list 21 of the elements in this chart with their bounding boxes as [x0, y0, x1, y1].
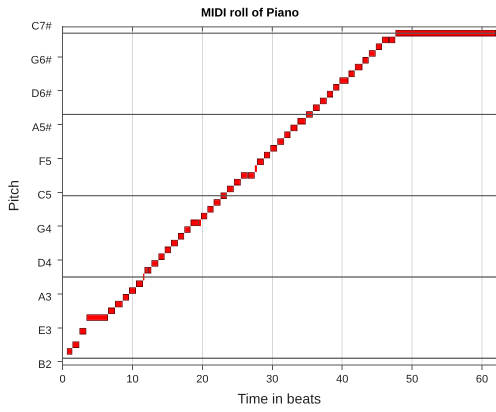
x-tick-label: 40 — [336, 374, 348, 386]
y-tick-label: E3 — [38, 325, 52, 338]
y-tick-label: A3 — [38, 291, 52, 304]
x-tick-label: 60 — [476, 374, 488, 386]
y-tick-label: F5 — [38, 156, 52, 168]
y-tick-label: B2 — [38, 359, 52, 372]
x-tick-label: 10 — [126, 374, 139, 386]
x-tick-label: 50 — [406, 374, 418, 386]
y-axis-title: Pitch — [5, 180, 22, 212]
y-tick-label: C5 — [38, 190, 52, 202]
x-axis-title: Time in beats — [238, 390, 322, 406]
chart-title: MIDI roll of Piano — [201, 6, 299, 20]
y-tick-label: D4 — [38, 257, 52, 270]
y-tick-label: G4 — [36, 224, 52, 236]
x-tick-label: 20 — [196, 374, 209, 386]
x-tick-label: 30 — [266, 374, 278, 386]
y-tick-label: C7# — [31, 20, 52, 32]
y-tick-label: D6# — [31, 88, 52, 100]
y-tick-label: G6# — [30, 54, 52, 66]
x-tick-label: 0 — [60, 374, 66, 386]
y-tick-label: A5# — [32, 122, 52, 134]
